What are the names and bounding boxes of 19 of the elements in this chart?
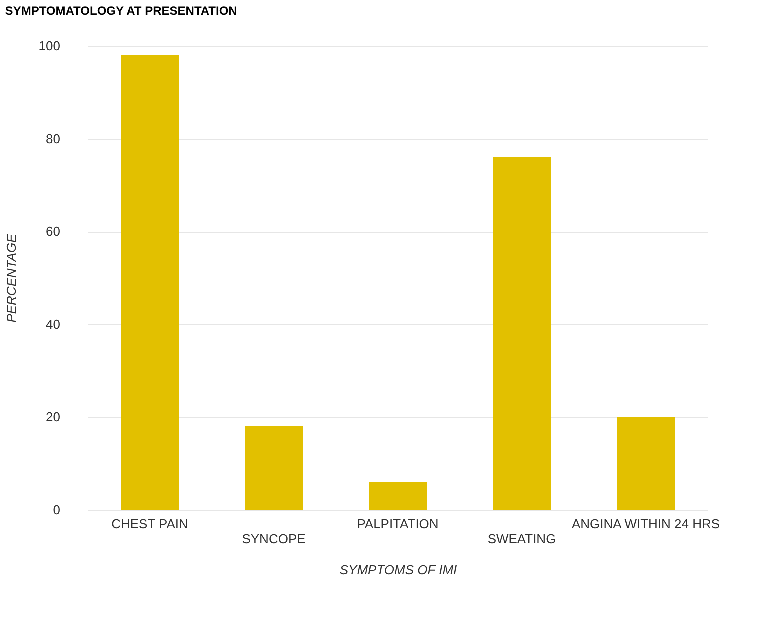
y-axis-title: PERCENTAGE — [4, 234, 19, 323]
bar — [617, 417, 675, 510]
bar — [121, 55, 179, 510]
x-tick-label: ANGINA WITHIN 24 HRS — [572, 516, 720, 532]
bar — [369, 482, 427, 510]
y-tick-label: 20 — [46, 410, 60, 425]
y-tick-label: 100 — [38, 38, 60, 54]
bar — [493, 157, 551, 510]
y-tick-label: 80 — [46, 131, 60, 146]
bar — [245, 426, 303, 510]
x-tick-label: SYNCOPE — [242, 532, 306, 546]
y-tick-label: 60 — [46, 224, 60, 240]
y-tick-label: 40 — [46, 316, 60, 332]
x-tick-label: SWEATING — [488, 532, 556, 546]
y-tick-label: 0 — [53, 502, 60, 518]
x-tick-label: CHEST PAIN — [112, 516, 188, 532]
x-axis-title: SYMPTOMS OF IMI — [340, 562, 458, 578]
chart-title: SYMPTOMATOLOGY AT PRESENTATION — [5, 4, 238, 18]
x-tick-label: PALPITATION — [357, 516, 439, 532]
